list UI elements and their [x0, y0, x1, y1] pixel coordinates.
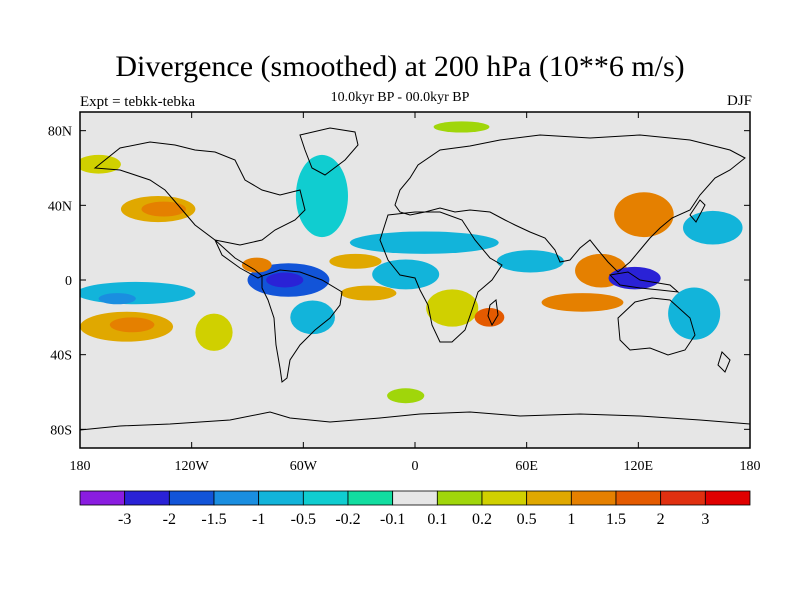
x-tick-label: 120E: [624, 459, 654, 474]
colorbar-box: [302, 490, 349, 506]
colorbar-box: [526, 490, 572, 506]
x-tick-label: 180: [70, 459, 91, 474]
field-region-9: [290, 300, 335, 335]
field-region-1: [141, 201, 187, 217]
x-tick-label: 0: [412, 459, 419, 474]
field-region-27: [80, 154, 121, 174]
colorbar-box: [570, 490, 617, 506]
colorbar-box: [124, 490, 170, 506]
colorbar-label: 1: [567, 511, 575, 528]
experiment-label: Expt = tebkk-tebka: [80, 94, 196, 110]
field-region-26: [387, 388, 425, 404]
colorbar-box: [213, 490, 260, 506]
y-tick-label: 40S: [50, 349, 72, 364]
y-tick-label: 40N: [48, 199, 72, 214]
colorbar-label: -0.5: [291, 511, 316, 528]
field-region-10: [241, 257, 272, 273]
field-region-16: [426, 289, 479, 327]
colorbar-label: -2: [163, 511, 176, 528]
colorbar-box: [347, 490, 394, 506]
colorbar-box: [615, 490, 662, 506]
axis-ticks: 180 120W 60W 0 60E 120E 180 80N 40N 0 40S 80S: [48, 112, 761, 474]
field-region-19: [496, 250, 564, 273]
field-region-5: [109, 317, 155, 333]
field-region-11: [329, 253, 382, 269]
y-tick-label: 0: [65, 274, 72, 289]
field-region-2: [80, 281, 196, 305]
coastline-south-america: [261, 269, 343, 383]
field-region-21: [608, 266, 661, 290]
field-region-12: [340, 285, 397, 301]
colorbar-box: [79, 490, 126, 506]
coastline-maritime-continent: [608, 271, 680, 293]
field-region-25: [683, 210, 743, 245]
field-region-24: [614, 192, 674, 238]
field-region-6: [195, 313, 233, 351]
coastlines: [80, 127, 750, 431]
y-tick-label: 80N: [48, 125, 72, 140]
colorbar-label: 1.5: [606, 511, 626, 528]
field-region-15: [295, 154, 349, 238]
coastline-north-america: [93, 141, 306, 246]
colorbar-box: [436, 490, 483, 506]
y-tick-label: 80S: [50, 423, 72, 438]
colorbar-label: -1: [252, 511, 265, 528]
field-region-14: [349, 231, 499, 254]
x-tick-label: 120W: [175, 459, 210, 474]
divergence-fields: [80, 121, 743, 404]
coastline-central-america: [214, 239, 263, 279]
colorbar: -3 -2 -1.5 -1 -0.5 -0.2 -0.1 0.1 0.2 0.5 1 1.5 2 3: [79, 490, 751, 528]
coastline-antarctica: [80, 411, 750, 431]
field-region-3: [98, 293, 136, 305]
field-region-28: [433, 121, 490, 133]
coastline-madagascar: [487, 299, 499, 327]
field-region-22: [541, 293, 624, 312]
colorbar-label: -1.5: [201, 511, 226, 528]
colorbar-label: 2: [657, 511, 665, 528]
field-region-17: [474, 308, 505, 327]
chart-title: Divergence (smoothed) at 200 hPa (10**6 …: [115, 50, 685, 83]
coastline-europe-asia: [394, 134, 746, 273]
colorbar-label: 0.5: [517, 511, 537, 528]
field-region-8: [266, 272, 304, 288]
colorbar-box: [481, 490, 528, 506]
colorbar-label: -0.2: [335, 511, 360, 528]
colorbar-box: [660, 490, 706, 506]
colorbar-label: -3: [118, 511, 131, 528]
x-tick-label: 60W: [290, 459, 318, 474]
coastline-africa: [379, 211, 503, 343]
colorbar-label: 0.1: [427, 511, 447, 528]
field-region-23: [668, 287, 721, 340]
field-region-13: [372, 259, 440, 290]
coastline-new-zealand: [717, 351, 731, 373]
colorbar-box: [392, 490, 438, 506]
season-label: DJF: [726, 93, 752, 109]
coastline-japan: [689, 199, 706, 223]
coastline-greenland: [299, 127, 359, 176]
colorbar-box: [258, 490, 304, 506]
coastline-australia: [617, 297, 696, 356]
colorbar-label: 3: [701, 511, 709, 528]
x-tick-label: 60E: [515, 459, 538, 474]
period-label: 10.0kyr BP - 00.0kyr BP: [330, 90, 470, 105]
x-tick-label: 180: [740, 459, 761, 474]
colorbar-label: -0.1: [380, 511, 405, 528]
colorbar-label: 0.2: [472, 511, 492, 528]
colorbar-box: [704, 490, 751, 506]
colorbar-box: [168, 490, 215, 506]
